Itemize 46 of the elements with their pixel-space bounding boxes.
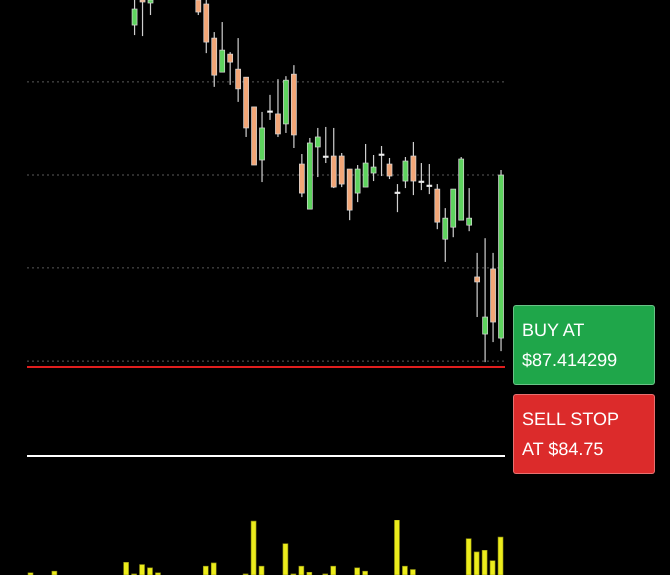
bar (362, 570, 368, 575)
candlestick (275, 78, 281, 138)
candlestick (235, 37, 241, 102)
bar (282, 543, 288, 575)
bar (466, 538, 472, 575)
bar (482, 550, 488, 575)
bar (258, 566, 264, 575)
candlestick (140, 0, 146, 37)
bar (394, 520, 400, 575)
candlestick (466, 187, 472, 232)
candlestick (426, 163, 432, 195)
candlestick (378, 145, 384, 177)
bar (52, 570, 58, 575)
ref-line-label: BUY AT $87.414299 (522, 318, 618, 372)
candlestick (314, 127, 321, 178)
bar (410, 569, 416, 575)
candlestick (148, 0, 154, 16)
bar (123, 562, 129, 575)
candlestick (418, 162, 424, 191)
bar (498, 536, 504, 575)
bar (250, 520, 256, 575)
candlestick (219, 21, 226, 73)
candlestick (132, 0, 138, 36)
bar (490, 560, 496, 575)
candlestick (195, 0, 202, 16)
ref-line-label: SELL STOP AT $84.75 (522, 408, 620, 461)
candlestick (267, 94, 273, 121)
bar (147, 568, 153, 575)
bar (474, 552, 480, 575)
candlestick (322, 126, 329, 164)
bar (210, 562, 217, 575)
bar (306, 572, 312, 575)
candlestick (442, 208, 448, 263)
bar (139, 564, 145, 575)
candlestick (227, 52, 234, 86)
candlestick (482, 238, 488, 363)
candlestick (370, 154, 376, 182)
bar (330, 566, 336, 575)
candlestick (394, 183, 400, 213)
candlestick (474, 252, 480, 318)
bar (298, 566, 304, 575)
bar (354, 568, 360, 575)
candlestick (386, 157, 392, 180)
candlestick (402, 156, 408, 189)
bar (402, 566, 408, 575)
bar (202, 566, 209, 575)
